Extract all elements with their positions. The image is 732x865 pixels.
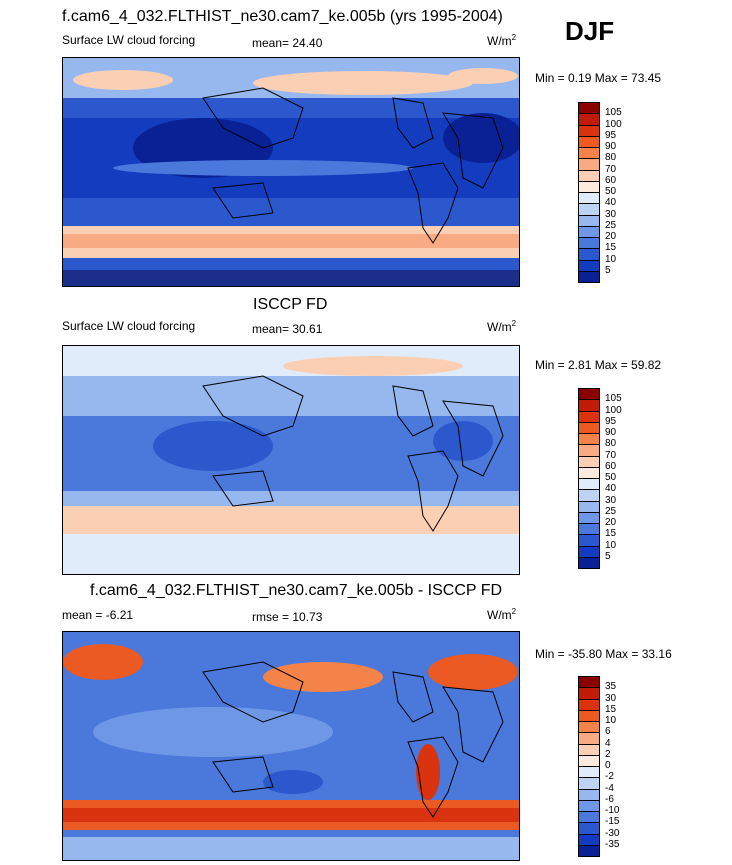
panel2-map	[62, 345, 520, 575]
colorbar-tick-label: 50	[605, 472, 617, 483]
panel3-colorbar	[578, 676, 600, 857]
colorbar-cell	[578, 556, 600, 569]
colorbar-tick-label: 70	[605, 449, 617, 461]
panel2-units: W/m2	[487, 319, 517, 335]
colorbar-tick-label: -2	[605, 771, 614, 783]
colorbar-tick-label: 100	[605, 404, 622, 416]
colorbar-tick-label: 2	[605, 748, 611, 760]
panel2-minmax: Min = 2.81 Max = 59.82	[535, 358, 662, 372]
colorbar-tick-label: 80	[605, 152, 617, 164]
colorbar-cell	[578, 844, 600, 857]
colorbar-tick-label: 70	[605, 163, 617, 175]
colorbar-tick-label: 10	[605, 715, 617, 726]
colorbar-tick-label: 80	[605, 438, 617, 450]
panel1-mean-label: mean= 24.40	[252, 36, 323, 50]
colorbar-tick-label: -10	[605, 805, 620, 816]
colorbar-tick-label: 30	[605, 208, 617, 220]
colorbar-tick-label: -35	[605, 838, 620, 850]
panel2-variable-label: Surface LW cloud forcing	[62, 319, 196, 333]
colorbar-tick-label: 60	[605, 174, 617, 186]
colorbar-tick-label: 40	[605, 197, 617, 209]
colorbar-tick-label: 105	[605, 107, 622, 119]
panel1-units: W/m2	[487, 33, 517, 49]
colorbar-tick-label: -15	[605, 816, 620, 828]
panel1-minmax: Min = 0.19 Max = 73.45	[535, 71, 662, 85]
colorbar-tick-label: 35	[605, 681, 617, 693]
panel3-map	[62, 631, 520, 861]
colorbar-tick-label: 6	[605, 726, 611, 738]
panel1-colorbar	[578, 102, 600, 283]
colorbar-tick-label: 10	[605, 253, 617, 265]
panel3-rmse-label: rmse = 10.73	[252, 610, 323, 624]
season-label: DJF	[565, 16, 615, 46]
colorbar-tick-label: 25	[605, 219, 617, 231]
panel3-map-field	[63, 632, 519, 860]
colorbar-tick-label: 95	[605, 415, 617, 427]
colorbar-tick-label: 15	[605, 703, 617, 715]
panel1-map-field	[63, 58, 519, 286]
colorbar-tick-label: 40	[605, 483, 617, 495]
colorbar-tick-label: -6	[605, 793, 614, 805]
colorbar-tick-label: 20	[605, 231, 617, 242]
colorbar-tick-label: 95	[605, 129, 617, 141]
colorbar-tick-label: -4	[605, 782, 614, 794]
colorbar-tick-label: -30	[605, 827, 620, 839]
colorbar-tick-label: 0	[605, 760, 611, 771]
colorbar-tick-label: 5	[605, 550, 611, 562]
panel1-variable-label: Surface LW cloud forcing	[62, 33, 196, 47]
colorbar-tick-label: 10	[605, 539, 617, 551]
colorbar-tick-label: 25	[605, 505, 617, 517]
colorbar-tick-label: 90	[605, 427, 617, 438]
panel3-mean-label: mean = -6.21	[62, 608, 134, 622]
colorbar-tick-label: 20	[605, 517, 617, 528]
panel3-units: W/m2	[487, 607, 517, 623]
colorbar-tick-label: 50	[605, 186, 617, 197]
colorbar-tick-label: 100	[605, 118, 622, 130]
panel2-mean-label: mean= 30.61	[252, 322, 323, 336]
colorbar-cell	[578, 270, 600, 283]
panel2-title: ISCCP FD	[253, 296, 328, 313]
panel3-title: f.cam6_4_032.FLTHIST_ne30.cam7_ke.005b -…	[90, 582, 503, 599]
figure-title: f.cam6_4_032.FLTHIST_ne30.cam7_ke.005b (…	[62, 8, 503, 25]
panel2-colorbar	[578, 388, 600, 569]
colorbar-tick-label: 4	[605, 737, 611, 749]
panel1-map	[62, 57, 520, 287]
colorbar-tick-label: 90	[605, 141, 617, 152]
colorbar-tick-label: 105	[605, 393, 622, 405]
colorbar-tick-label: 5	[605, 264, 611, 276]
panel2-map-field	[63, 346, 519, 574]
colorbar-tick-label: 30	[605, 692, 617, 704]
colorbar-tick-label: 15	[605, 528, 617, 540]
colorbar-tick-label: 15	[605, 242, 617, 254]
panel3-minmax: Min = -35.80 Max = 33.16	[535, 647, 672, 661]
colorbar-tick-label: 30	[605, 494, 617, 506]
colorbar-tick-label: 60	[605, 460, 617, 472]
